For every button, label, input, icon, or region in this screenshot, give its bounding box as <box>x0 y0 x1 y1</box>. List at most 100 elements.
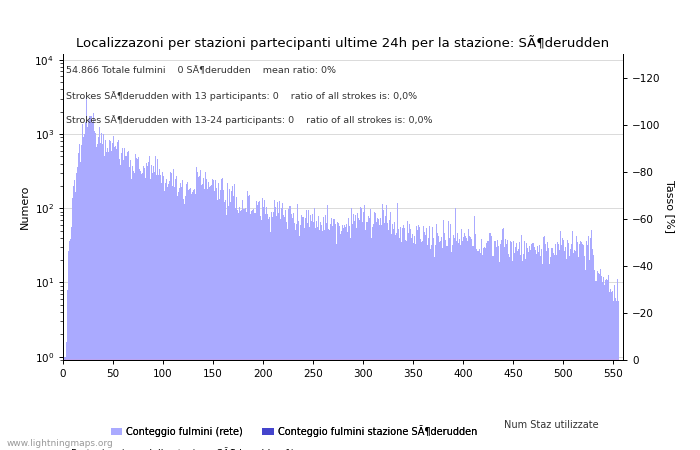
Bar <box>405 241 407 450</box>
Bar <box>167 184 169 450</box>
Bar <box>120 153 122 450</box>
Bar <box>312 222 314 450</box>
Legend: Conteggio fulmini (rete), Conteggio fulmini stazione SÃ¶derudden: Conteggio fulmini (rete), Conteggio fulm… <box>107 421 481 441</box>
Bar <box>302 216 304 450</box>
Bar <box>186 182 188 450</box>
Bar <box>111 143 113 450</box>
Bar <box>489 233 491 450</box>
Bar <box>407 233 409 450</box>
Bar <box>146 166 148 450</box>
Bar <box>78 144 80 450</box>
Bar <box>256 205 258 450</box>
Bar <box>430 245 431 450</box>
Bar <box>269 217 270 450</box>
Bar <box>524 259 526 450</box>
Bar <box>160 183 162 450</box>
Bar <box>153 172 155 450</box>
Bar <box>181 180 183 450</box>
Bar <box>335 243 337 450</box>
Bar <box>174 179 176 450</box>
Bar <box>220 179 221 450</box>
Bar <box>521 235 522 450</box>
Bar <box>202 178 204 450</box>
Bar <box>235 197 237 450</box>
Bar <box>88 116 90 450</box>
Bar <box>589 238 591 450</box>
Bar <box>426 245 428 450</box>
Bar <box>319 222 321 450</box>
Bar <box>265 207 267 450</box>
Bar <box>542 264 543 450</box>
Bar <box>118 159 120 450</box>
Bar <box>391 224 393 450</box>
Bar <box>155 176 157 450</box>
Bar <box>309 215 311 450</box>
Bar <box>410 238 412 450</box>
Bar <box>571 231 573 450</box>
Bar <box>104 140 106 450</box>
Bar <box>591 230 592 450</box>
Bar <box>270 212 272 450</box>
Bar <box>543 236 545 450</box>
Bar <box>69 239 71 450</box>
Bar <box>137 157 139 450</box>
Bar <box>242 209 244 450</box>
Bar <box>267 220 269 450</box>
Bar <box>197 177 199 450</box>
Bar <box>610 292 612 450</box>
Bar <box>304 218 305 450</box>
Bar <box>127 151 129 450</box>
Bar <box>323 230 325 450</box>
Bar <box>608 292 610 450</box>
Bar <box>564 247 566 450</box>
Bar <box>333 220 335 450</box>
Bar <box>580 242 582 450</box>
Bar <box>437 234 438 450</box>
Bar <box>253 213 255 450</box>
Text: www.lightningmaps.org: www.lightningmaps.org <box>7 439 113 448</box>
Bar <box>109 140 111 450</box>
Bar <box>221 178 223 450</box>
Bar <box>206 189 207 450</box>
Bar <box>263 200 265 450</box>
Bar <box>482 248 484 450</box>
Bar <box>559 231 561 450</box>
Bar <box>325 215 326 450</box>
Bar <box>151 173 153 450</box>
Bar <box>178 188 179 450</box>
Bar <box>480 238 482 450</box>
Bar <box>514 248 515 450</box>
Bar <box>421 241 423 450</box>
Bar <box>389 212 391 450</box>
Bar <box>402 225 403 450</box>
Bar <box>67 251 69 450</box>
Bar <box>244 207 246 450</box>
Bar <box>535 250 536 450</box>
Bar <box>106 148 108 450</box>
Bar <box>473 216 475 450</box>
Bar <box>498 262 500 450</box>
Bar <box>340 231 342 450</box>
Bar <box>517 249 519 450</box>
Bar <box>76 167 78 450</box>
Bar <box>132 171 134 450</box>
Bar <box>496 240 498 450</box>
Bar <box>515 243 517 450</box>
Bar <box>172 169 174 450</box>
Bar <box>87 126 88 450</box>
Bar <box>556 255 557 450</box>
Bar <box>377 219 379 450</box>
Bar <box>475 249 477 450</box>
Bar <box>370 238 372 450</box>
Bar <box>80 144 81 450</box>
Bar <box>230 191 232 450</box>
Bar <box>554 243 556 450</box>
Bar <box>568 256 570 450</box>
Bar <box>575 236 577 450</box>
Bar <box>249 214 251 450</box>
Bar <box>101 133 102 450</box>
Bar <box>328 230 330 450</box>
Bar <box>326 205 328 450</box>
Bar <box>454 207 456 450</box>
Bar <box>444 240 445 450</box>
